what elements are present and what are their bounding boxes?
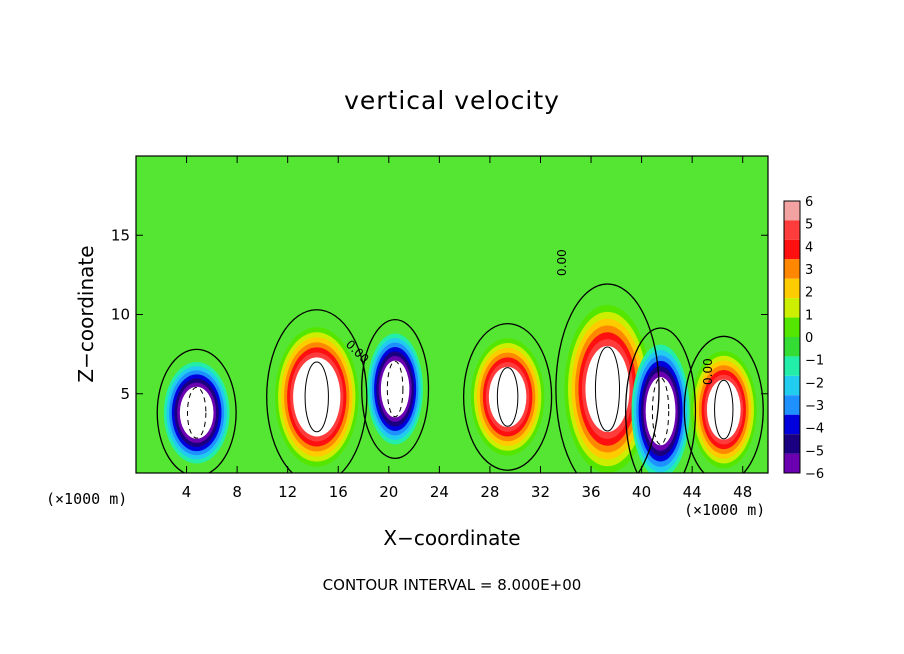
velocity-cell	[631, 344, 690, 473]
y-axis-label: Z−coordinate	[74, 245, 98, 383]
x-tick-label: 20	[379, 483, 398, 501]
x-tick-label: 28	[480, 483, 499, 501]
x-axis: 4 8 12 16 20 24 28 32 36 40 44 48	[182, 156, 752, 501]
x-tick-label: 36	[581, 483, 600, 501]
x-tick-label: 40	[632, 483, 651, 501]
x-tick-label: 16	[329, 483, 348, 501]
colorbar-label: −1	[805, 354, 824, 369]
velocity-cell-band	[299, 367, 335, 427]
colorbar-label: −3	[805, 399, 824, 414]
colorbar-label: −5	[805, 444, 824, 459]
colorbar-swatch	[784, 259, 800, 279]
x-tick-label: 12	[278, 483, 297, 501]
inner-contour	[651, 377, 670, 445]
zero-contour	[683, 335, 764, 473]
zero-contour	[625, 327, 697, 473]
x-tick-label: 44	[683, 483, 702, 501]
velocity-cell	[564, 304, 651, 473]
y-tick-label: 10	[111, 306, 130, 324]
colorbar-swatch	[784, 337, 800, 357]
colorbar-swatch	[784, 239, 800, 260]
velocity-cell-band	[709, 384, 738, 435]
velocity-cell	[163, 362, 230, 464]
colorbar-swatch	[784, 317, 800, 337]
inner-contour	[714, 379, 734, 440]
velocity-cell-band	[588, 352, 627, 426]
velocity-cell-band	[383, 365, 408, 413]
zero-contour	[361, 319, 430, 459]
colorbar-swatch	[784, 395, 800, 415]
x-tick-label: 4	[182, 483, 192, 501]
colorbar-label: 4	[805, 240, 813, 255]
x-tick-label: 8	[232, 483, 242, 501]
colorbar-label: 0	[805, 331, 813, 346]
x-axis-label: X−coordinate	[383, 526, 521, 550]
contour-label: 0.00	[701, 358, 715, 385]
velocity-field	[163, 304, 757, 473]
inner-contour	[386, 360, 404, 418]
colorbar-label: −6	[805, 467, 824, 482]
velocity-cell-band	[648, 382, 674, 440]
colorbar-swatch	[784, 220, 800, 240]
x-unit-left: (×1000 m)	[46, 490, 128, 508]
zero-contour	[156, 348, 237, 473]
velocity-cell-band	[182, 390, 211, 435]
x-unit-right: (×1000 m)	[684, 501, 766, 519]
velocity-cell	[690, 350, 757, 469]
colorbar-swatch	[784, 375, 800, 396]
zero-contour	[555, 283, 660, 473]
inner-contour	[594, 346, 621, 432]
colorbar-swatch	[784, 414, 800, 435]
y-axis: 5 10 15	[111, 226, 768, 403]
colorbar-swatch	[784, 298, 800, 318]
inner-contour	[186, 386, 207, 439]
inner-contour	[304, 361, 329, 433]
colorbar-label: −4	[805, 422, 824, 437]
velocity-cell-band	[491, 371, 524, 423]
x-tick-label: 24	[430, 483, 449, 501]
chart-title: vertical velocity	[344, 86, 560, 115]
contour-lines	[156, 283, 764, 473]
colorbar-swatch	[784, 278, 800, 299]
colorbar-swatch	[784, 201, 800, 221]
x-tick-label: 48	[733, 483, 752, 501]
colorbar-label: 5	[805, 218, 813, 233]
plot-area	[135, 155, 769, 474]
inner-contour	[496, 367, 519, 427]
contour-interval-footer: CONTOUR INTERVAL = 8.000E+00	[322, 576, 582, 594]
colorbar-label: 1	[805, 308, 813, 323]
colorbar-label: −2	[805, 376, 824, 391]
velocity-cell	[470, 338, 545, 456]
zero-contour	[266, 309, 368, 473]
colorbar-swatch	[784, 453, 800, 473]
zero-contour	[462, 322, 553, 471]
velocity-cell	[367, 333, 423, 445]
colorbar-label: 6	[805, 195, 813, 210]
colorbar-label: 3	[805, 263, 813, 278]
contour-label: 0.00	[555, 249, 569, 276]
colorbar: 6 5 4 3 2 1 0 −1 −2 −3 −4 −5 −6	[783, 195, 824, 482]
velocity-cell	[275, 327, 359, 467]
colorbar-swatch	[784, 434, 800, 454]
x-tick-label: 32	[531, 483, 550, 501]
colorbar-swatch	[784, 356, 800, 376]
colorbar-label: 2	[805, 286, 813, 301]
colorbar-frame	[783, 200, 801, 474]
y-tick-label: 5	[120, 385, 130, 403]
y-tick-label: 15	[111, 226, 130, 244]
